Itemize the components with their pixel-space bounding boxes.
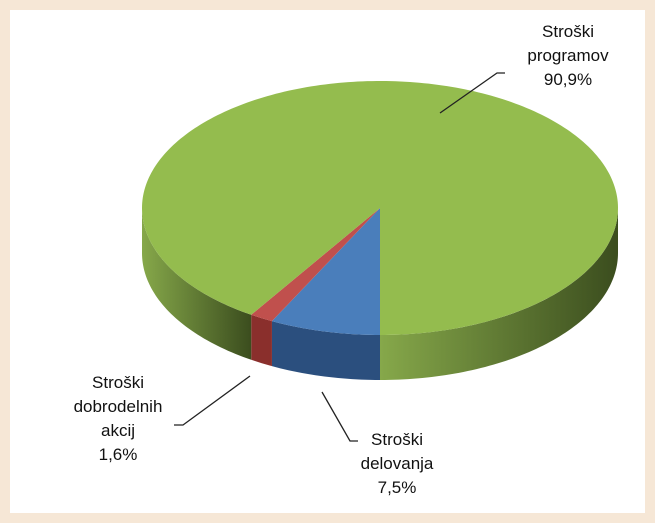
leader-line bbox=[439, 72, 505, 114]
slice bbox=[251, 208, 380, 322]
slice-side bbox=[380, 208, 618, 380]
leader-line bbox=[321, 391, 358, 442]
pie bbox=[142, 81, 618, 380]
slice bbox=[271, 208, 380, 335]
slice bbox=[142, 81, 618, 335]
slice-side bbox=[142, 208, 252, 360]
slice-side bbox=[271, 321, 380, 380]
slice-label: Stroški programov 90,9% bbox=[512, 20, 624, 92]
category-label: Stroški delovanja bbox=[360, 430, 434, 473]
slice-label: Stroški delovanja 7,5% bbox=[341, 428, 453, 500]
slice-side bbox=[251, 314, 272, 367]
category-label: Stroški dobrodelnih akcij bbox=[73, 373, 163, 440]
slice-label: Stroški dobrodelnih akcij 1,6% bbox=[62, 371, 174, 467]
value-label: 90,9% bbox=[543, 70, 593, 89]
value-label: 7,5% bbox=[377, 478, 417, 497]
value-label: 1,6% bbox=[98, 445, 138, 464]
leader-line bbox=[174, 375, 251, 426]
category-label: Stroški programov bbox=[527, 22, 609, 65]
